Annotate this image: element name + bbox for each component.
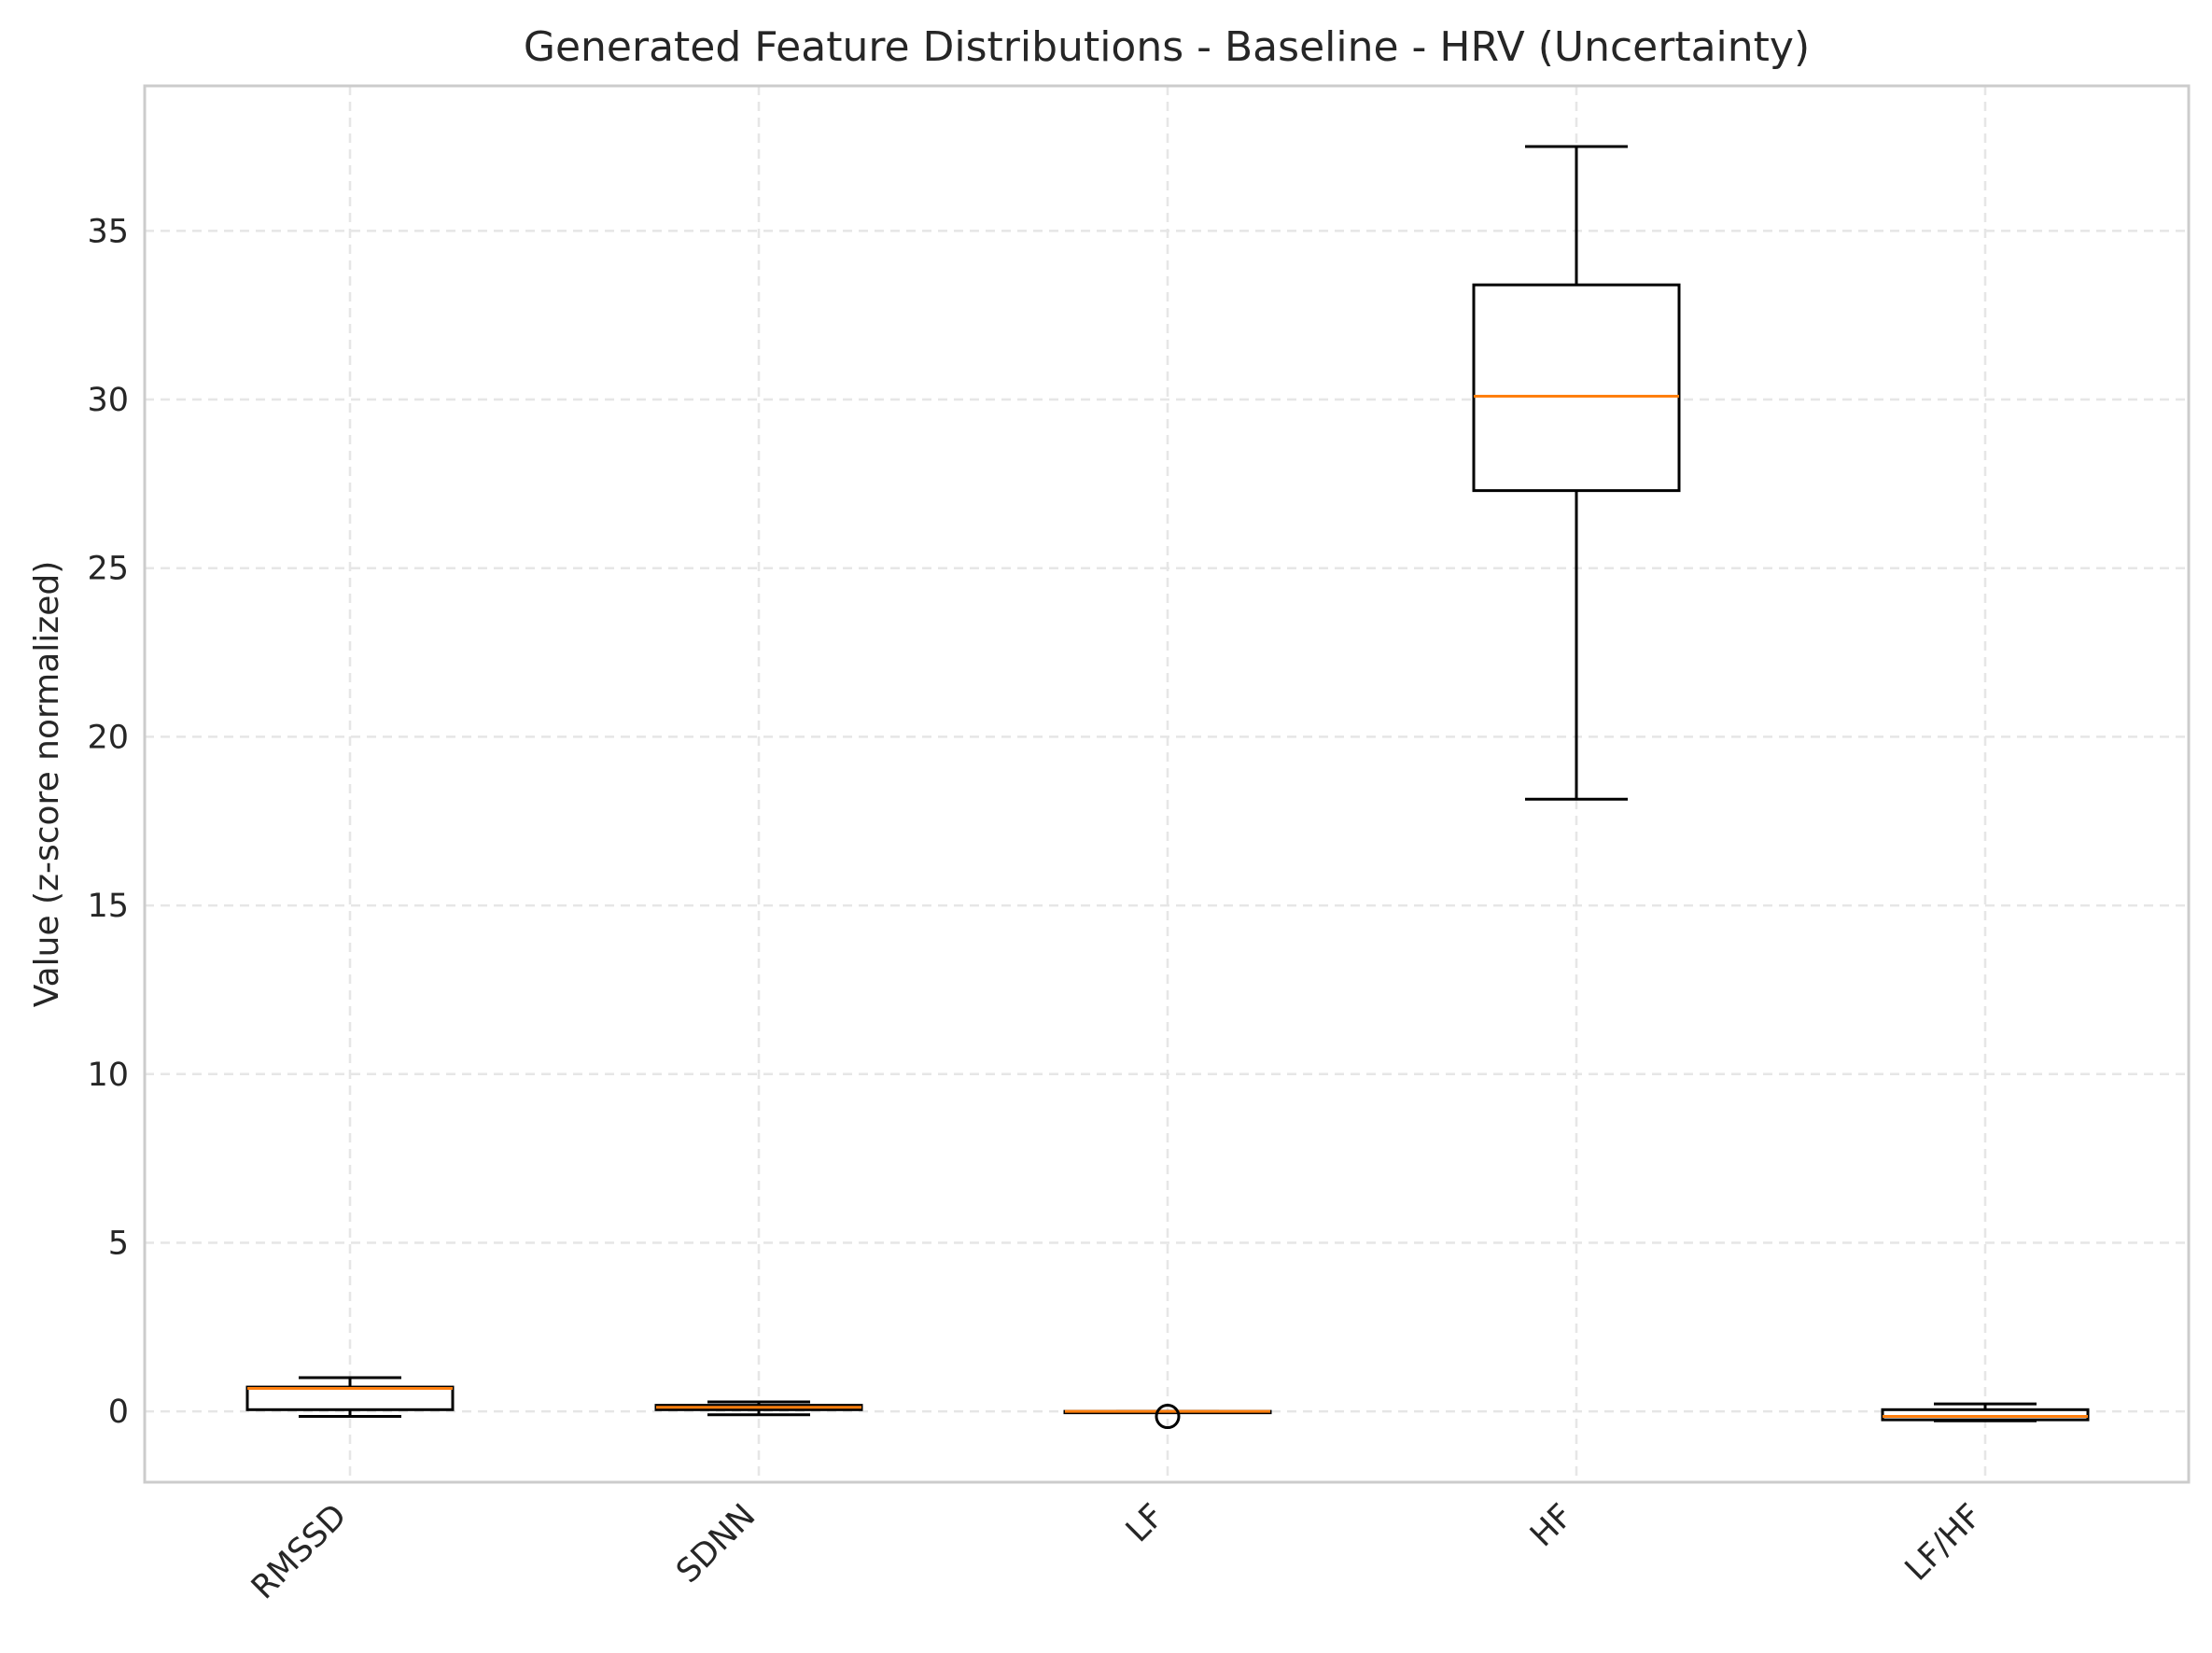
y-tick-label: 15 bbox=[87, 888, 129, 925]
y-tick-label: 20 bbox=[87, 719, 129, 756]
y-tick-label: 5 bbox=[108, 1225, 129, 1262]
box-lf-hf bbox=[1881, 1402, 2090, 1422]
y-axis-ticks: 0 5 10 15 20 25 30 35 bbox=[87, 213, 129, 1431]
y-axis-label: Value (z-score normalized) bbox=[28, 561, 66, 1008]
iqr-box bbox=[1881, 1408, 2090, 1422]
outlier-point bbox=[1155, 1404, 1181, 1430]
y-tick-label: 30 bbox=[87, 382, 129, 419]
chart-title: Generated Feature Distributions - Baseli… bbox=[524, 23, 1810, 71]
box-sdnn bbox=[654, 1400, 863, 1417]
box-rmssd bbox=[245, 1376, 455, 1419]
box-layer bbox=[245, 145, 2090, 1430]
plot-area-frame bbox=[143, 84, 2191, 1484]
grid-lines bbox=[145, 86, 2189, 1482]
y-tick-label: 10 bbox=[87, 1057, 129, 1094]
y-tick-label: 0 bbox=[108, 1394, 129, 1431]
iqr-box bbox=[1472, 283, 1681, 493]
y-tick-label: 35 bbox=[87, 213, 129, 250]
iqr-box bbox=[245, 1385, 455, 1411]
box-lf bbox=[1063, 1404, 1272, 1430]
y-tick-label: 25 bbox=[87, 551, 129, 588]
box-hf bbox=[1472, 145, 1681, 801]
